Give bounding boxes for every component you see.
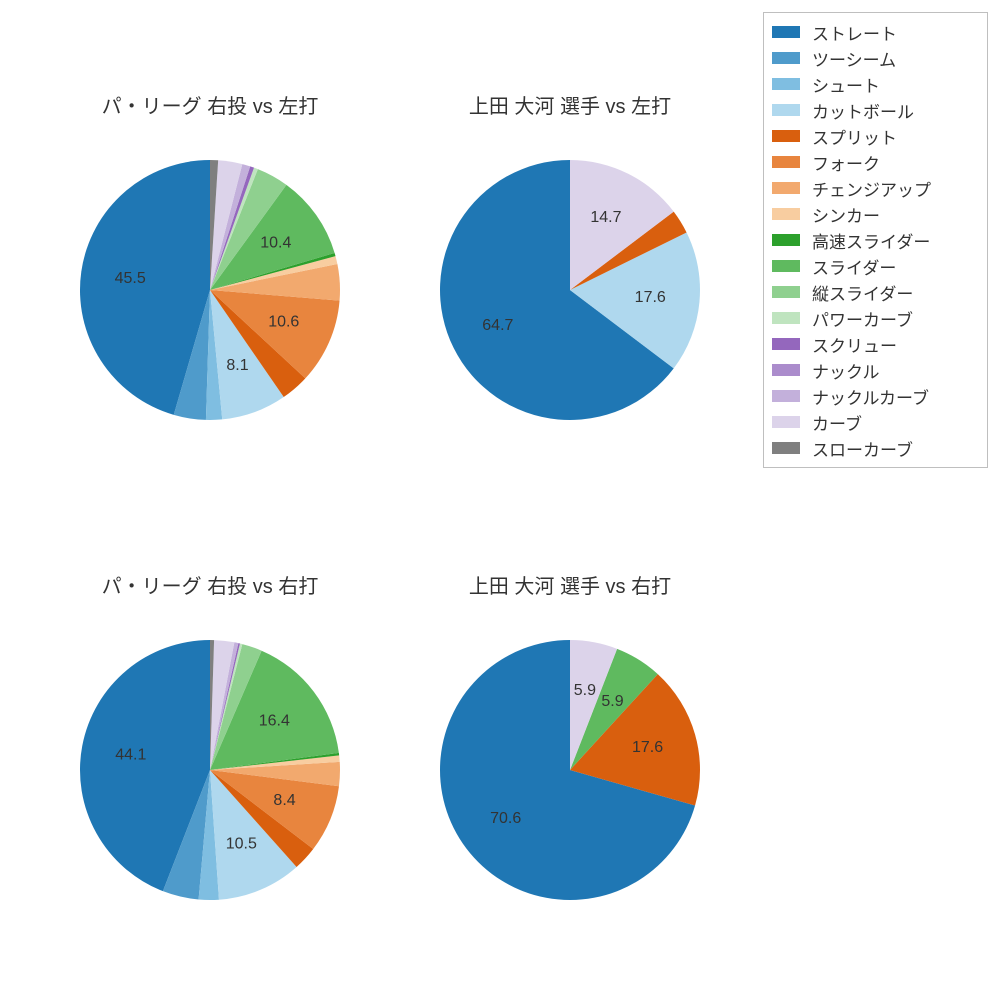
legend-item-knuckle: ナックル — [772, 357, 979, 383]
pie-label-curve: 5.9 — [574, 682, 596, 699]
legend-label: チェンジアップ — [812, 176, 931, 201]
legend-item-split: スプリット — [772, 123, 979, 149]
legend-label: ナックルカーブ — [812, 384, 929, 409]
pie-chart-tl: 45.5 8.1 10.6 10.4 — [70, 150, 350, 430]
legend-swatch — [772, 52, 800, 64]
legend-swatch — [772, 182, 800, 194]
legend-swatch — [772, 130, 800, 142]
pie-chart-tr: 64.7 17.6 14.7 — [430, 150, 710, 430]
pie-label-slider: 5.9 — [601, 693, 623, 710]
legend-swatch — [772, 104, 800, 116]
legend-label: 縦スライダー — [812, 280, 913, 305]
chart-title: 上田 大河 選手 vs 左打 — [390, 90, 750, 119]
legend-swatch — [772, 390, 800, 402]
pie-wrap: 44.1 10.5 8.4 16.4 — [70, 630, 350, 910]
legend-item-screw: スクリュー — [772, 331, 979, 357]
legend-swatch — [772, 208, 800, 220]
legend-swatch — [772, 156, 800, 168]
legend-item-twoseam: ツーシーム — [772, 45, 979, 71]
chart-title: 上田 大河 選手 vs 右打 — [390, 570, 750, 599]
legend-item-changeup: チェンジアップ — [772, 175, 979, 201]
legend: ストレートツーシームシュートカットボールスプリットフォークチェンジアップシンカー… — [763, 12, 988, 468]
legend-label: ツーシーム — [812, 46, 896, 71]
legend-label: ナックル — [812, 358, 880, 383]
pie-label-straight: 45.5 — [115, 270, 146, 287]
pie-label-slider: 16.4 — [259, 713, 290, 730]
pie-label-fork: 10.6 — [268, 314, 299, 331]
pie-label-fork: 8.4 — [273, 792, 295, 809]
pie-label-split: 17.6 — [632, 739, 663, 756]
legend-item-hspeed_slider: 高速スライダー — [772, 227, 979, 253]
chart-title: パ・リーグ 右投 vs 右打 — [30, 570, 390, 599]
legend-item-straight: ストレート — [772, 19, 979, 45]
legend-label: ストレート — [812, 20, 897, 45]
pie-label-slider: 10.4 — [260, 235, 291, 252]
legend-item-slider: スライダー — [772, 253, 979, 279]
legend-swatch — [772, 26, 800, 38]
chart-cell-tr: 上田 大河 選手 vs 左打 64.7 17.6 14.7 — [390, 20, 750, 500]
legend-swatch — [772, 260, 800, 272]
legend-label: シュート — [812, 72, 880, 97]
chart-cell-br: 上田 大河 選手 vs 右打 70.6 17.6 5.9 5.9 — [390, 500, 750, 980]
pie-chart-bl: 44.1 10.5 8.4 16.4 — [70, 630, 350, 910]
legend-label: スローカーブ — [812, 436, 913, 461]
legend-label: スクリュー — [812, 332, 897, 357]
legend-label: カットボール — [812, 98, 914, 123]
pie-label-cutball: 8.1 — [226, 357, 248, 374]
legend-label: フォーク — [812, 150, 880, 175]
pie-label-cutball: 17.6 — [635, 289, 666, 306]
legend-item-sinker: シンカー — [772, 201, 979, 227]
chart-cell-bl: パ・リーグ 右投 vs 右打 44.1 10.5 8.4 16.4 — [30, 500, 390, 980]
pie-label-straight: 44.1 — [115, 746, 146, 763]
pie-label-straight: 70.6 — [490, 810, 521, 827]
legend-item-power_curve: パワーカーブ — [772, 305, 979, 331]
pie-wrap: 64.7 17.6 14.7 — [430, 150, 710, 430]
legend-label: カーブ — [812, 410, 862, 435]
chart-container: パ・リーグ 右投 vs 左打 45.5 8.1 10.6 10.4 上田 大河 選手 vs… — [0, 0, 1000, 1000]
legend-swatch — [772, 442, 800, 454]
chart-grid: パ・リーグ 右投 vs 左打 45.5 8.1 10.6 10.4 上田 大河 選手 vs… — [30, 20, 750, 980]
chart-title: パ・リーグ 右投 vs 左打 — [30, 90, 390, 119]
legend-swatch — [772, 78, 800, 90]
legend-swatch — [772, 234, 800, 246]
pie-wrap: 70.6 17.6 5.9 5.9 — [430, 630, 710, 910]
legend-item-curve: カーブ — [772, 409, 979, 435]
legend-label: スプリット — [812, 124, 897, 149]
legend-item-fork: フォーク — [772, 149, 979, 175]
legend-swatch — [772, 286, 800, 298]
legend-item-vslider: 縦スライダー — [772, 279, 979, 305]
pie-label-cutball: 10.5 — [226, 835, 257, 852]
chart-cell-tl: パ・リーグ 右投 vs 左打 45.5 8.1 10.6 10.4 — [30, 20, 390, 500]
legend-label: シンカー — [812, 202, 880, 227]
pie-label-straight: 64.7 — [482, 317, 513, 334]
legend-label: スライダー — [812, 254, 896, 279]
legend-swatch — [772, 416, 800, 428]
legend-item-slow_curve: スローカーブ — [772, 435, 979, 461]
pie-wrap: 45.5 8.1 10.6 10.4 — [70, 150, 350, 430]
pie-label-curve: 14.7 — [590, 209, 621, 226]
legend-label: 高速スライダー — [812, 228, 930, 253]
legend-item-cutball: カットボール — [772, 97, 979, 123]
legend-swatch — [772, 312, 800, 324]
legend-label: パワーカーブ — [812, 306, 913, 331]
legend-item-shoot: シュート — [772, 71, 979, 97]
legend-swatch — [772, 364, 800, 376]
legend-swatch — [772, 338, 800, 350]
legend-item-knuckle_curve: ナックルカーブ — [772, 383, 979, 409]
pie-chart-br: 70.6 17.6 5.9 5.9 — [430, 630, 710, 910]
